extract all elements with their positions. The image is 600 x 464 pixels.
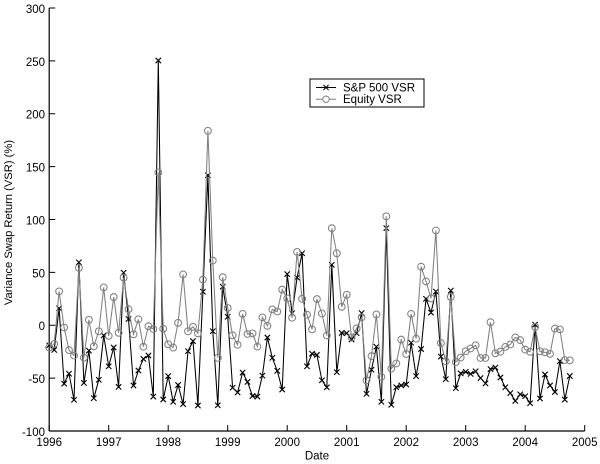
svg-text:S&P 500 VSR: S&P 500 VSR	[343, 83, 415, 95]
svg-text:1999: 1999	[215, 437, 241, 449]
svg-text:Date: Date	[305, 451, 329, 463]
svg-text:250: 250	[26, 57, 45, 69]
svg-text:2005: 2005	[572, 437, 598, 449]
svg-text:2003: 2003	[453, 437, 479, 449]
svg-text:2000: 2000	[274, 437, 300, 449]
svg-text:200: 200	[26, 110, 45, 122]
svg-text:2002: 2002	[393, 437, 419, 449]
svg-text:100: 100	[26, 215, 45, 227]
svg-text:Equity VSR: Equity VSR	[343, 94, 402, 106]
svg-text:1996: 1996	[36, 437, 62, 449]
svg-text:-100: -100	[22, 427, 45, 439]
svg-text:150: 150	[26, 163, 45, 175]
svg-text:0: 0	[39, 321, 45, 333]
svg-text:Variance Swap Return (VSR) (%): Variance Swap Return (VSR) (%)	[3, 140, 15, 305]
svg-text:300: 300	[26, 4, 45, 16]
svg-text:2001: 2001	[334, 437, 360, 449]
svg-text:2004: 2004	[512, 437, 538, 449]
svg-text:50: 50	[32, 268, 45, 280]
svg-text:1998: 1998	[155, 437, 181, 449]
svg-text:1997: 1997	[96, 437, 122, 449]
svg-text:-50: -50	[28, 374, 45, 386]
